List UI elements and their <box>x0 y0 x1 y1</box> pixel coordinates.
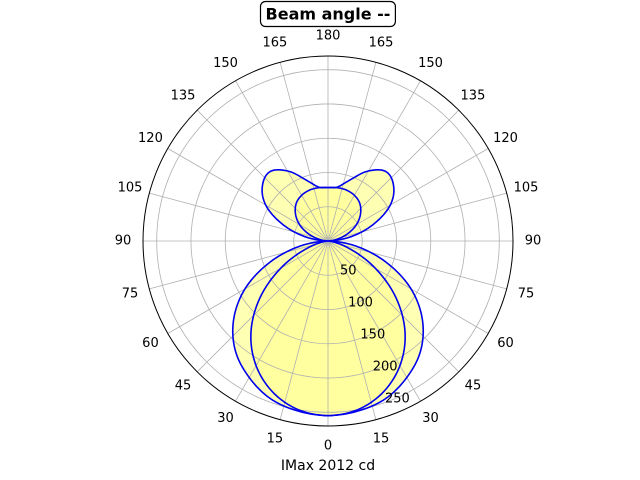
radial-tick-label: 150 <box>360 327 385 342</box>
radial-tick-label: 250 <box>385 391 410 406</box>
angle-tick-label: 15 <box>373 432 390 447</box>
angle-gridline <box>327 80 421 242</box>
angle-tick-label: 150 <box>213 56 238 71</box>
angle-tick-label: 75 <box>518 287 535 302</box>
angle-tick-label: 60 <box>142 336 159 351</box>
angle-tick-label: 15 <box>267 432 284 447</box>
angle-gridline <box>327 240 507 290</box>
radial-tick-label: 50 <box>340 263 357 278</box>
angle-gridline <box>196 109 329 242</box>
angle-tick-label: 120 <box>138 131 163 146</box>
angle-gridline <box>235 240 329 402</box>
angle-tick-label: 45 <box>175 378 192 393</box>
title-text: Beam angle -- <box>266 5 391 24</box>
angle-gridline <box>327 240 421 402</box>
angle-tick-label: 105 <box>514 180 539 195</box>
angle-gridline <box>279 240 329 420</box>
angle-gridline <box>167 148 329 242</box>
angle-gridline <box>149 240 329 290</box>
angle-tick-label: 120 <box>493 131 518 146</box>
angle-gridline <box>279 62 329 242</box>
radial-tick-label: 100 <box>348 295 373 310</box>
angle-tick-label: 180 <box>316 29 341 44</box>
angle-gridline <box>327 240 377 420</box>
angle-tick-label: 0 <box>324 439 332 454</box>
angle-tick-label: 75 <box>122 287 139 302</box>
title-box <box>259 0 396 28</box>
polar-frame <box>142 55 514 427</box>
angle-tick-label: 165 <box>263 35 288 50</box>
angle-tick-label: 30 <box>217 411 234 426</box>
angle-gridline <box>327 62 377 242</box>
chart-title: Beam angle -- <box>259 0 396 28</box>
angle-tick-label: 45 <box>465 378 482 393</box>
angle-tick-label: 150 <box>418 56 443 71</box>
angle-tick-label: 135 <box>461 89 486 104</box>
angle-gridline <box>167 240 329 334</box>
angle-tick-labels: 0 15 30 45 60 75 90 105 120 135 150 165 180 165 150 135… <box>115 29 542 454</box>
angle-tick-label: 60 <box>497 336 514 351</box>
angle-tick-label: 135 <box>171 89 196 104</box>
radial-tick-labels: 50 100 150 200 250 <box>340 263 410 406</box>
angle-tick-label: 30 <box>422 411 439 426</box>
series-line-1 <box>250 186 406 417</box>
angle-tick-label: 90 <box>525 234 542 249</box>
series-lines <box>231 168 425 417</box>
angle-tick-label: 165 <box>369 35 394 50</box>
radial-tick-label: 200 <box>373 359 398 374</box>
angle-gridline <box>327 240 489 334</box>
angle-tick-label: 105 <box>118 180 143 195</box>
angle-gridline <box>235 80 329 242</box>
x-axis-label: IMax 2012 cd <box>281 458 375 474</box>
angle-gridline <box>327 240 460 373</box>
angle-gridline <box>196 240 329 373</box>
angle-gridline <box>327 109 460 242</box>
angle-tick-label: 90 <box>115 234 132 249</box>
angle-gridline <box>327 148 489 242</box>
